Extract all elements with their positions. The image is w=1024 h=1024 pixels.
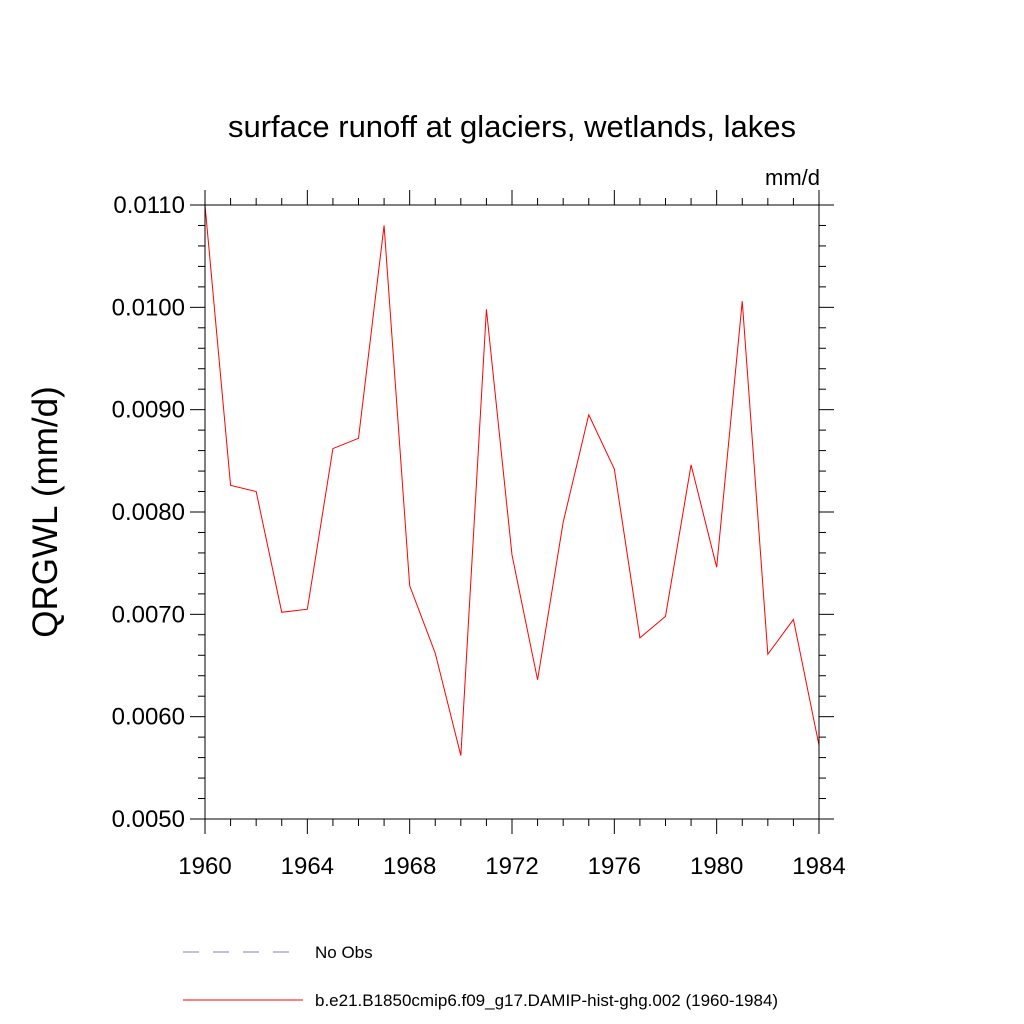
- y-tick-label: 0.0110: [113, 192, 185, 219]
- x-tick-label: 1980: [690, 853, 743, 880]
- x-tick-label: 1964: [281, 853, 334, 880]
- legend-label: No Obs: [315, 943, 373, 962]
- series-line: [204, 204, 820, 756]
- x-tick-label: 1960: [178, 853, 231, 880]
- y-tick-label: 0.0050: [112, 806, 185, 833]
- legend: No Obs b.e21.B1850cmip6.f09_g17.DAMIP-his…: [183, 943, 778, 1010]
- y-tick-label: 0.0100: [112, 294, 185, 321]
- y-tick-label: 0.0080: [112, 499, 185, 526]
- x-tick-label: 1968: [383, 853, 436, 880]
- y-tick-label: 0.0070: [112, 601, 185, 628]
- x-tick-labels: 1960 1964 1968 1972 1976 1980 1984: [178, 853, 845, 880]
- x-tick-label: 1976: [588, 853, 641, 880]
- plot-frame: [204, 204, 820, 820]
- y-tick-label: 0.0090: [112, 397, 185, 424]
- legend-label: b.e21.B1850cmip6.f09_g17.DAMIP-hist-ghg.…: [315, 991, 778, 1010]
- x-tick-label: 1984: [792, 853, 845, 880]
- major-ticks: [190, 190, 834, 834]
- y-axis-label: QRGWL (mm/d): [26, 386, 65, 637]
- series-group: [204, 204, 820, 756]
- y-tick-label: 0.0060: [112, 704, 185, 731]
- y-tick-labels: 0.0050 0.0060 0.0070 0.0080 0.0090 0.0100 0.01…: [112, 192, 185, 833]
- x-tick-label: 1972: [485, 853, 538, 880]
- minor-ticks: [198, 198, 826, 826]
- units-label: mm/d: [765, 165, 820, 190]
- chart-title: surface runoff at glaciers, wetlands, la…: [228, 109, 796, 144]
